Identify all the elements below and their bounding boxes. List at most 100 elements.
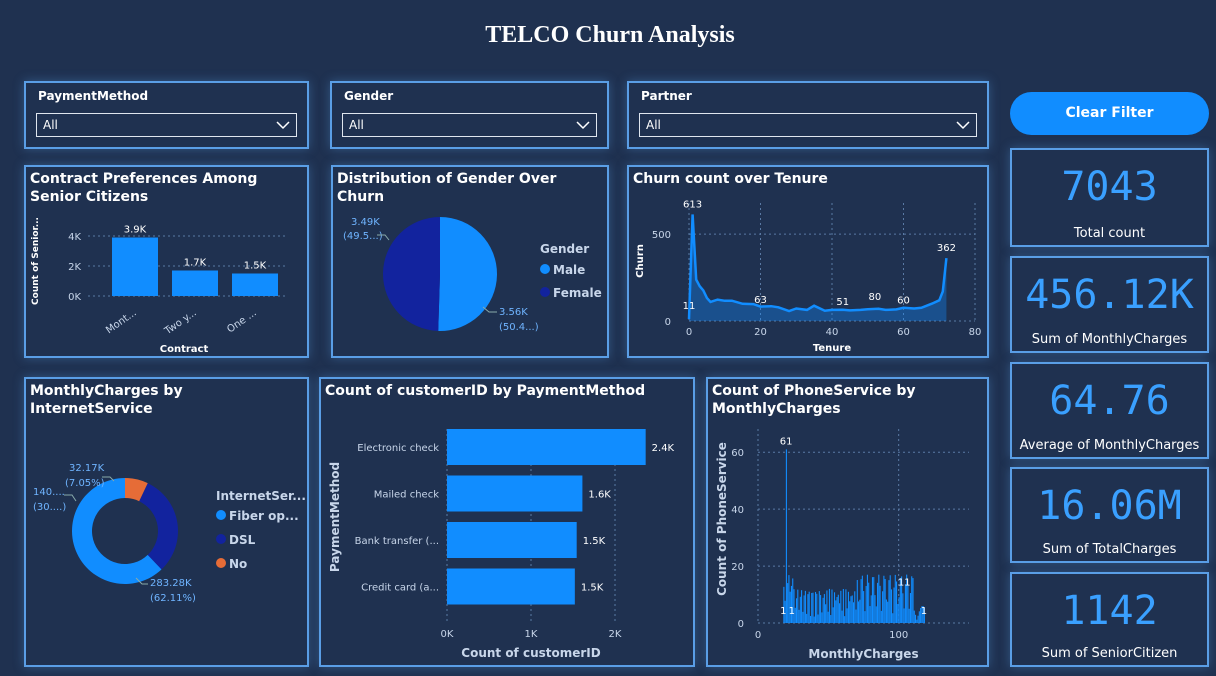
bar (898, 597, 900, 623)
partner-dropdown[interactable]: All (639, 113, 977, 137)
slicer-label: Partner (641, 89, 692, 103)
data-label: 3.9K (124, 225, 147, 236)
data-label: 63 (754, 295, 767, 306)
contract-bar-chart: 0K 2K 4K 3.9K Mont... 1.7K Two y... 1.5K One ...… (31, 217, 288, 355)
bar (846, 608, 848, 623)
kpi-label: Sum of SeniorCitizen (1041, 646, 1178, 661)
bar (871, 577, 874, 623)
slicer-gender[interactable]: Gender All (330, 81, 609, 149)
bar (793, 589, 795, 623)
legend-label: DSL (229, 533, 256, 547)
gender-chart-panel[interactable]: Distribution of Gender Over Churn 3.49K (… (331, 165, 609, 358)
data-label: 80 (869, 292, 882, 303)
contract-chart-panel[interactable]: Contract Preferences Among Senior Citize… (24, 165, 309, 358)
bar (911, 576, 913, 623)
bar (803, 595, 805, 623)
bar (820, 595, 822, 623)
page-title: TELCO Churn Analysis (485, 22, 735, 48)
bar (855, 609, 857, 623)
bar (795, 598, 798, 623)
kpi-card-sum-total-charges: 16.06M Sum of TotalCharges (1010, 467, 1209, 563)
leader-line (135, 577, 148, 585)
y-tick-label: 40 (731, 505, 744, 516)
legend-marker (540, 287, 550, 297)
slicer-payment-method[interactable]: PaymentMethod All (24, 81, 309, 149)
kpi-card-total-count: 7043 Total count (1010, 148, 1209, 247)
x-axis-label: Count of customerID (461, 646, 600, 660)
kpi-label: Sum of TotalCharges (1042, 542, 1177, 557)
internet-donut-chart: 283.28K (62.11%) 140.... (30....) 32.17K (7.0… (33, 463, 306, 604)
gender-dropdown[interactable]: All (342, 113, 597, 137)
tenure-chart-panel[interactable]: Churn count over Tenure 0 20 40 60 80 0 500 613… (627, 165, 989, 358)
bar (836, 597, 838, 623)
data-label: 1 (780, 606, 786, 617)
bar (802, 611, 804, 623)
y-axis-label: Count of PhoneService (715, 442, 729, 596)
bar (447, 475, 583, 512)
bar (908, 608, 910, 623)
x-tick-label: 0K (441, 629, 454, 640)
pie-slice (139, 483, 178, 570)
data-label: 140.... (33, 487, 65, 498)
phone-chart-panel[interactable]: Count of PhoneService by MonthlyCharges … (706, 377, 989, 667)
bar (879, 585, 881, 623)
bar (854, 591, 856, 623)
data-label: 1.5K (244, 261, 267, 272)
data-label: 32.17K (69, 463, 105, 474)
y-axis-label: Count of Senior... (31, 217, 41, 305)
leader-line (377, 234, 390, 241)
payment-method-dropdown[interactable]: All (36, 113, 297, 137)
dropdown-value: All (349, 118, 364, 132)
chart-title: Count of customerID by PaymentMethod (325, 383, 646, 399)
kpi-label: Total count (1073, 226, 1146, 241)
bar (831, 589, 833, 623)
legend-label: No (229, 557, 247, 571)
bar (865, 586, 867, 623)
y-tick-label: 20 (731, 562, 744, 573)
data-label: (30....) (33, 502, 66, 513)
chevron-down-icon (576, 121, 590, 130)
bar (447, 568, 575, 605)
bar (828, 588, 830, 623)
data-label: 1.7K (184, 258, 207, 269)
bar (868, 582, 870, 623)
data-label: 613 (683, 199, 702, 210)
slicer-partner[interactable]: Partner All (627, 81, 989, 149)
bar (799, 596, 801, 623)
legend-marker (216, 534, 226, 544)
x-tick-label: One ... (225, 307, 258, 335)
x-tick-label: 40 (826, 327, 839, 338)
bar (890, 589, 893, 623)
clear-filter-button[interactable]: Clear Filter (1010, 92, 1209, 135)
bar (869, 606, 871, 623)
data-label: 1 (921, 606, 927, 617)
x-tick-label: 2K (609, 629, 622, 640)
bar (861, 575, 863, 623)
bar (112, 237, 158, 296)
bar (917, 615, 919, 623)
slicer-label: PaymentMethod (38, 89, 149, 103)
bar (798, 609, 800, 623)
bar (806, 613, 808, 623)
bar (916, 619, 918, 623)
bar (885, 599, 887, 623)
kpi-card-sum-monthly-charges: 456.12K Sum of MonthlyCharges (1010, 256, 1209, 353)
data-label: 362 (937, 243, 956, 254)
bar (839, 603, 841, 623)
bar (912, 578, 914, 623)
bar (913, 610, 915, 623)
payment-chart-panel[interactable]: Count of customerID by PaymentMethod 0K 1… (319, 377, 695, 667)
bar (873, 577, 875, 623)
bar (232, 273, 278, 296)
bar (914, 614, 917, 623)
bar (850, 596, 852, 623)
internet-chart-panel[interactable]: MonthlyCharges by InternetService 283.28… (24, 377, 309, 667)
bar (832, 607, 834, 623)
bar (783, 586, 785, 623)
bar (822, 597, 824, 623)
y-tick-label: 500 (652, 230, 671, 241)
bar (813, 616, 815, 623)
data-label: 1.5K (581, 583, 604, 594)
kpi-value: 1142 (1061, 588, 1158, 634)
